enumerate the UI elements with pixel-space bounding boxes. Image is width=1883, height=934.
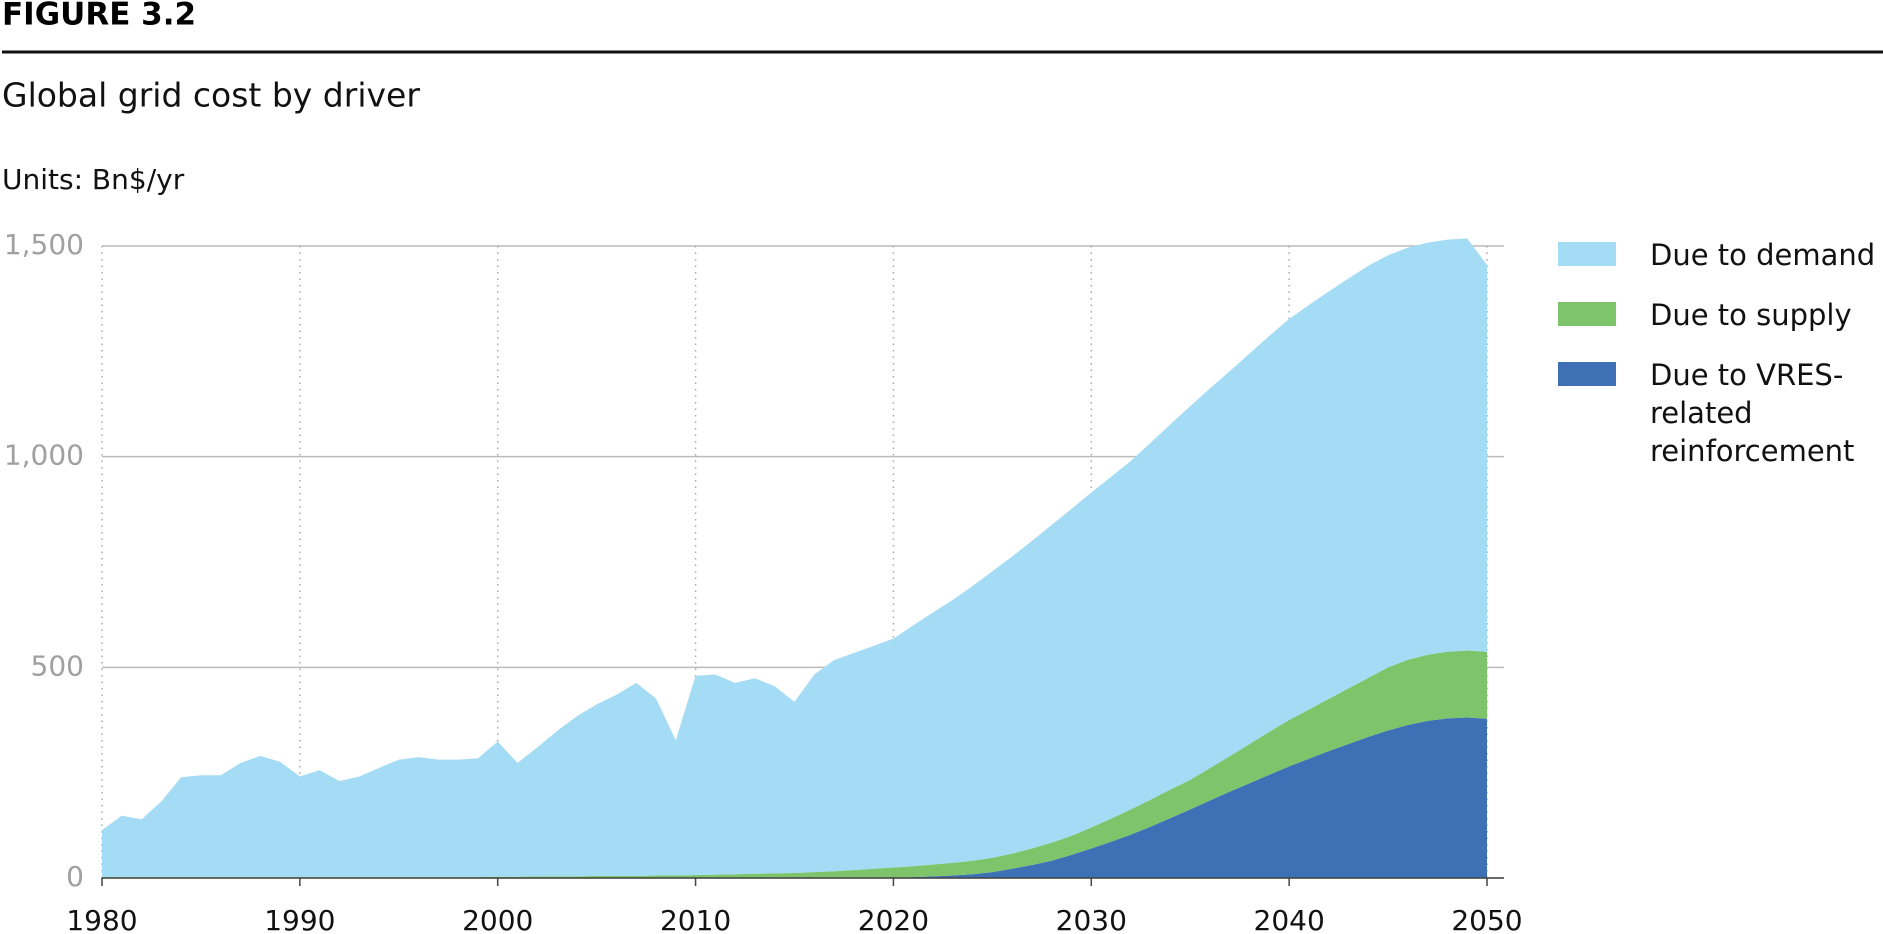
y-tick-label: 500 <box>31 649 84 682</box>
legend: Due to demand Due to supply Due to VRES-re… <box>1558 236 1878 492</box>
x-tick-label: 2040 <box>1254 904 1325 934</box>
y-tick-label: 0 <box>66 860 84 893</box>
area <box>102 650 1487 878</box>
legend-item: Due to supply <box>1558 296 1878 334</box>
x-tick-label: 2010 <box>660 904 731 934</box>
figure-label: FIGURE 3.2 <box>2 0 196 33</box>
x-tick-label: 2020 <box>858 904 929 934</box>
legend-swatch <box>1558 242 1616 266</box>
legend-label: Due to supply <box>1650 298 1852 332</box>
legend-label: Due to demand <box>1650 238 1876 272</box>
legend-label: Due to VRES-related reinforcement <box>1650 358 1855 468</box>
chart-title: Global grid cost by driver <box>2 76 420 115</box>
legend-item: Due to VRES-related reinforcement <box>1558 356 1878 470</box>
x-tick-label: 2000 <box>462 904 533 934</box>
x-tick-label: 1990 <box>264 904 335 934</box>
x-tick-label: 1980 <box>66 904 137 934</box>
legend-swatch <box>1558 362 1616 386</box>
chart-subtitle: Units: Bn$/yr <box>2 163 185 196</box>
x-tick-label: 2050 <box>1451 904 1522 934</box>
y-tick-label: 1,000 <box>4 439 84 472</box>
area <box>102 717 1487 878</box>
area <box>102 238 1487 878</box>
legend-item: Due to demand <box>1558 236 1878 274</box>
legend-swatch <box>1558 302 1616 326</box>
x-tick-label: 2030 <box>1056 904 1127 934</box>
y-tick-label: 1,500 <box>4 228 84 261</box>
